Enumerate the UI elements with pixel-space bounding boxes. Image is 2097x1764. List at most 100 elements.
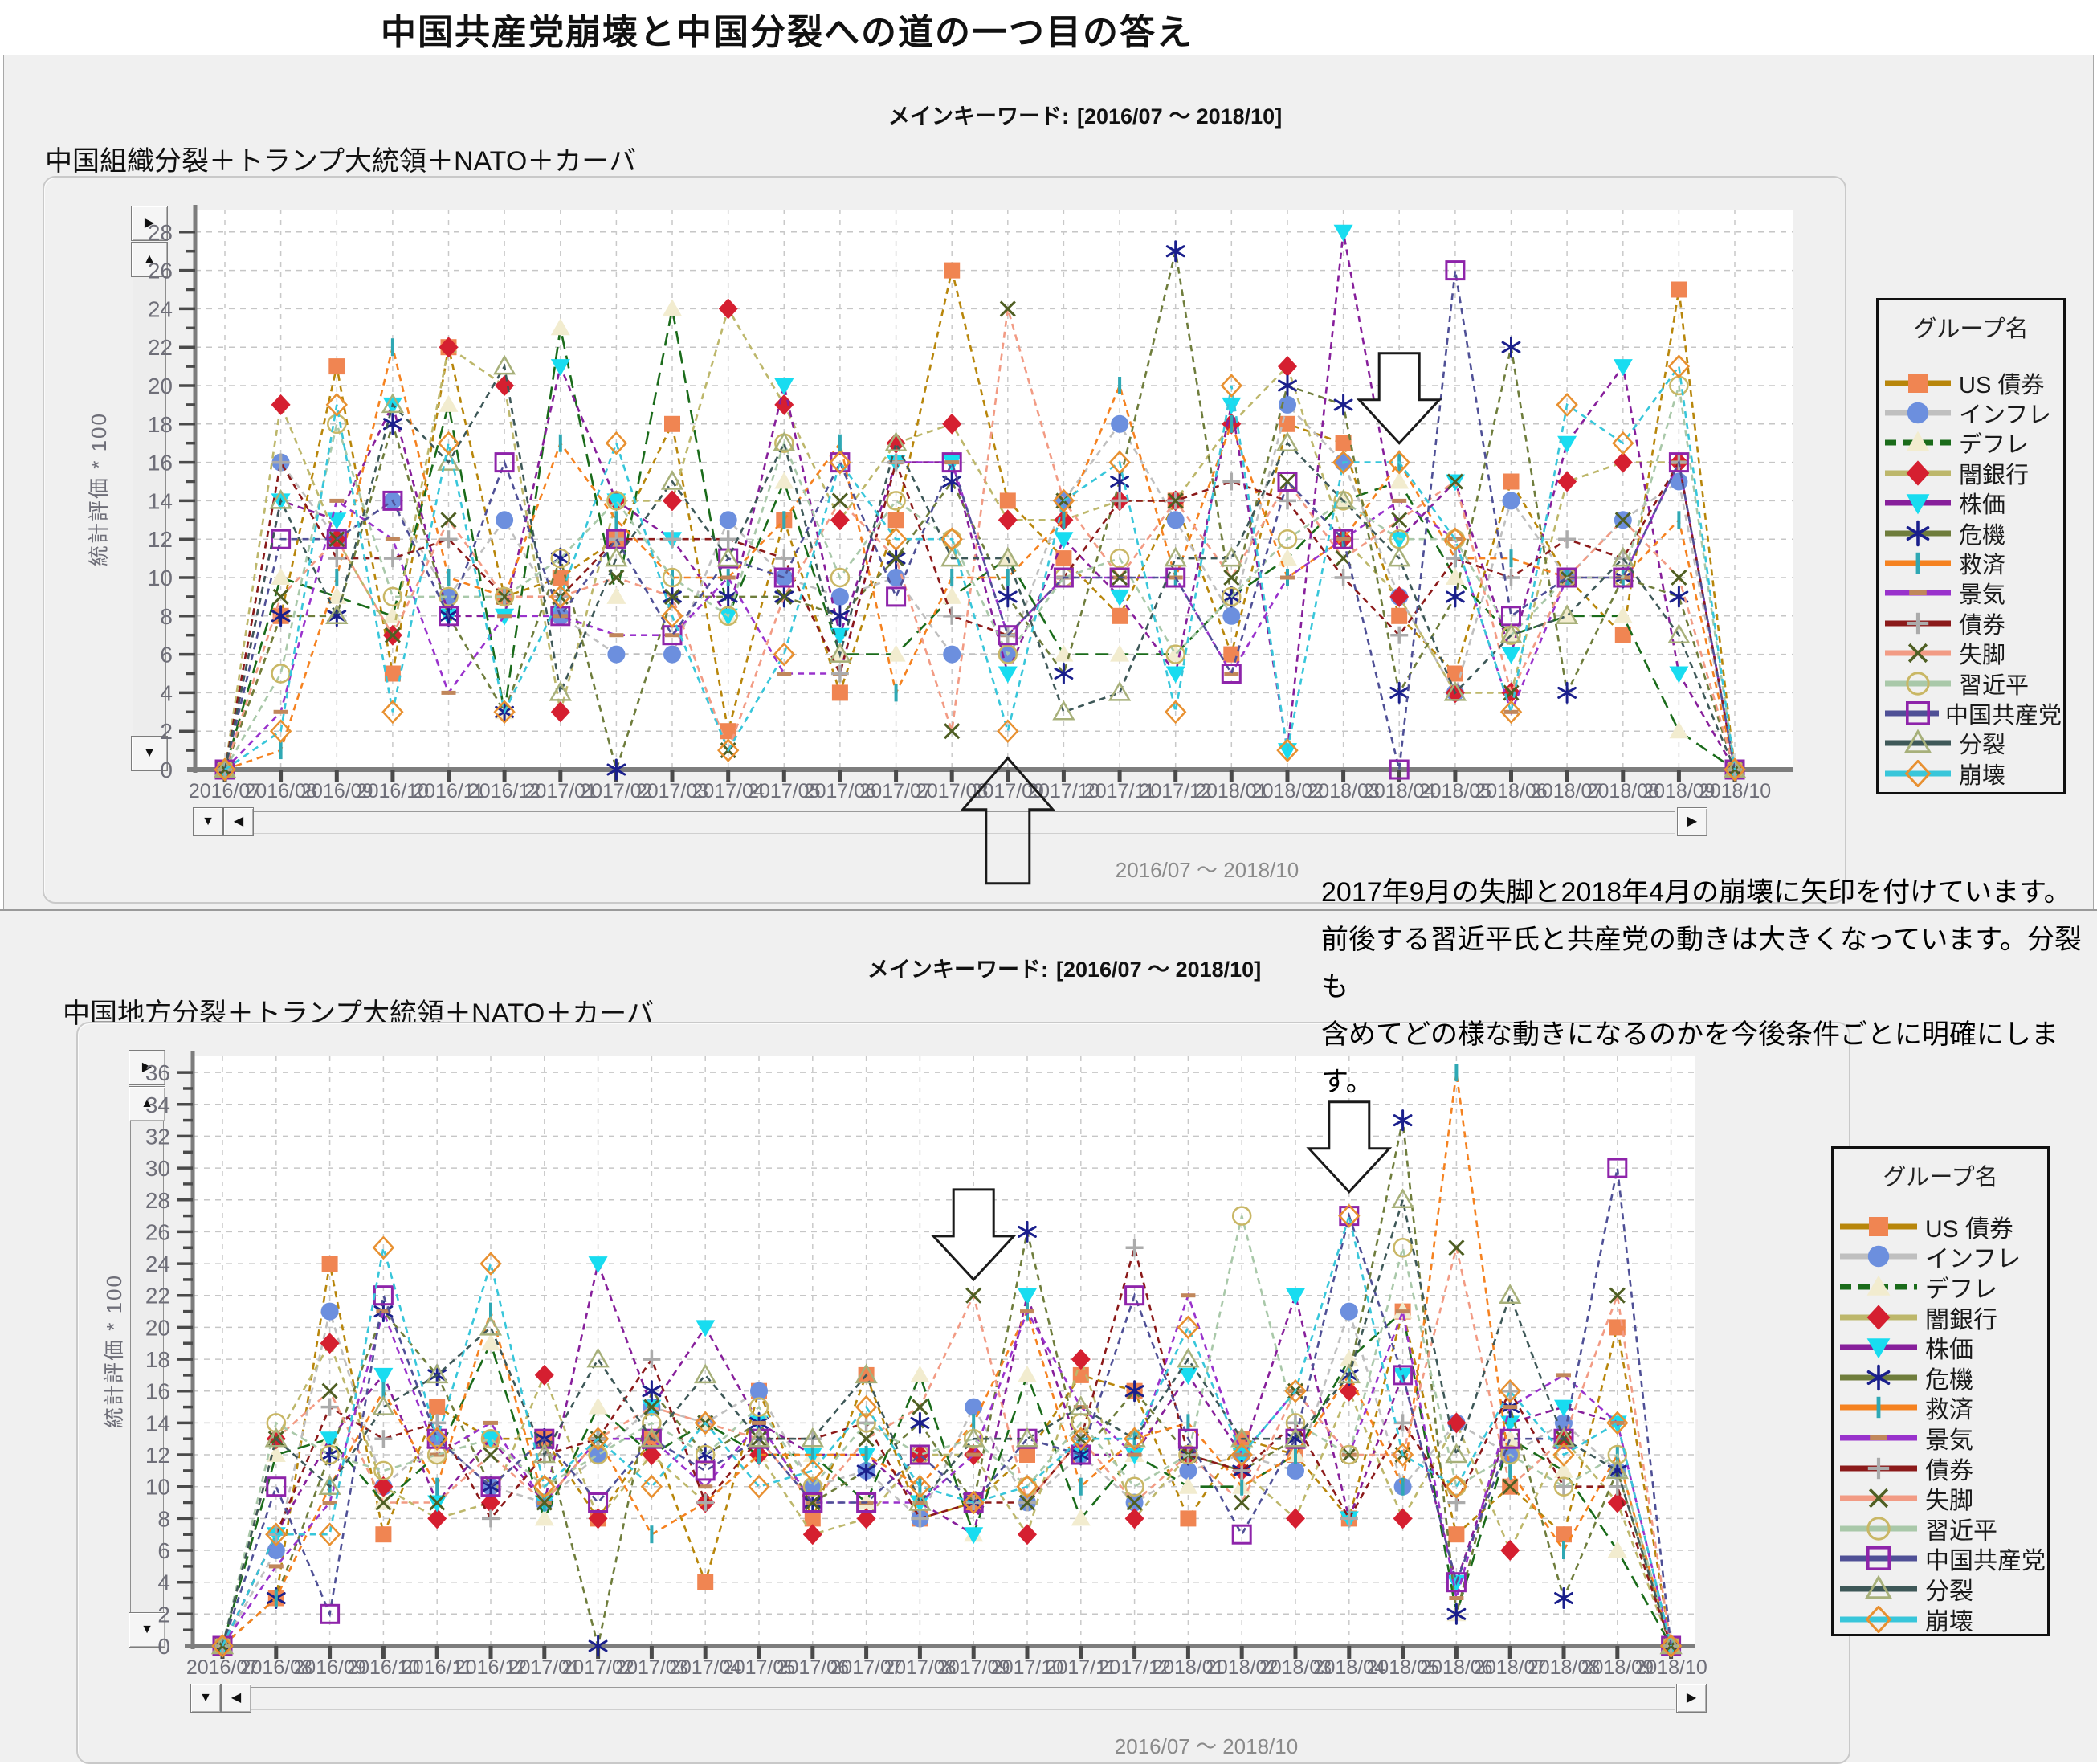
legend-label: 債券 [1959,612,2006,639]
svg-text:2017/10: 2017/10 [991,1656,1063,1679]
legend-sample-economy [1885,590,1951,596]
scroll-right-button[interactable]: ▶ [1677,807,1707,836]
y-axis-title: 統計評価 * 100 [102,1274,126,1428]
vertical-scrollbar-track[interactable] [133,276,166,737]
svg-text:2017/02: 2017/02 [561,1656,634,1679]
legend-label: 崩壊 [1925,1608,1973,1635]
legend-label: US 債券 [1959,372,2045,398]
legend-sample-split [1840,1574,1917,1599]
vertical-scrollbar-track[interactable] [130,1120,164,1614]
legend-item-split: 分裂 [1883,729,2062,758]
legend-item-crisis: 危機 [1838,1362,2046,1394]
svg-text:2017/08: 2017/08 [883,1656,956,1679]
svg-text:2016/11: 2016/11 [413,780,484,802]
legend-label: 崩壊 [1959,762,2006,789]
legend-item-shadow-bank: 闇銀行 [1838,1302,2046,1333]
svg-text:2018/06: 2018/06 [1475,780,1547,802]
keyword-label: メインキーワード: [888,104,1069,129]
legend-sample-bailout [1885,552,1951,574]
legend-item-crisis: 危機 [1883,518,2062,549]
annotation-text: 2017年9月の失脚と2018年4月の崩壊に矢印を付けています。 前後する習近平… [1321,869,2096,1106]
series-economy [218,459,1742,772]
legend-sample-xi-jinping [1840,1517,1917,1541]
legend-top: グループ名 US 債券 インフレ デフレ 闇銀行 株価 危機 救済 景気 債券 失脚 習近平 中国共産党… [1876,298,2066,794]
series-shadow-bank [213,1333,1681,1656]
legend-item-collapse: 崩壊 [1838,1604,2046,1635]
legend-label: 闇銀行 [1959,462,2030,488]
series-us-bond [214,1256,1679,1654]
legend-label: 失脚 [1925,1488,1973,1515]
series-shadow-bank [215,298,1744,780]
scroll-right-button[interactable]: ▶ [1676,1684,1707,1713]
svg-text:2017/12: 2017/12 [1098,1656,1170,1679]
horizontal-scrollbar-track[interactable] [251,1687,1675,1710]
legend-label: 救済 [1925,1397,1973,1424]
legend-item-deflation: デフレ [1883,428,2062,458]
arrow-down-marker [1356,352,1442,445]
chart-area-top: ▶ ▲ ▼ ▼ ◀ ▶ 2016/07 ～ 2018/10 統計評価 * 100 0 2 4 6 8 10… [43,176,1846,904]
svg-text:2017/09: 2017/09 [972,780,1044,802]
legend-label: US 債券 [1925,1215,2014,1243]
svg-text:2018/01: 2018/01 [1152,1656,1224,1679]
svg-text:2017/03: 2017/03 [615,1656,687,1679]
svg-text:2016/09: 2016/09 [300,780,373,802]
svg-text:2017/12: 2017/12 [1140,780,1212,802]
scroll-left-button[interactable]: ◀ [221,1684,251,1713]
svg-text:2017/10: 2017/10 [1027,780,1099,802]
svg-text:2017/02: 2017/02 [580,780,652,802]
svg-text:2018/03: 2018/03 [1307,780,1379,802]
series-bond [216,453,1744,778]
legend-sample-crisis [1840,1364,1917,1390]
svg-text:2018/04: 2018/04 [1363,780,1435,802]
legend-item-split: 分裂 [1838,1574,2046,1605]
svg-text:2018/02: 2018/02 [1251,780,1324,802]
legend-sample-downfall [1840,1488,1917,1509]
scroll-expand-button[interactable]: ▼ [190,1684,221,1713]
svg-text:2017/07: 2017/07 [859,780,932,802]
scroll-down-button[interactable]: ▼ [129,1612,165,1648]
svg-text:2018/09: 2018/09 [1642,780,1715,802]
svg-text:2018/10: 2018/10 [1634,1656,1707,1679]
pan-right-button[interactable]: ▶ [129,1050,165,1085]
legend-sample-inflation [1840,1246,1917,1268]
horizontal-scrollbar-track[interactable] [254,811,1675,834]
series-deflation [215,299,1744,777]
x-range-label: 2016/07 ～ 2018/10 [1115,858,1299,882]
svg-text:2016/12: 2016/12 [468,780,541,802]
arrow-down-marker [1306,1100,1393,1194]
series-collapse [214,354,1746,782]
svg-text:2018/10: 2018/10 [1699,780,1771,802]
scroll-up-button[interactable]: ▲ [131,242,168,277]
legend-sample-inflation [1885,402,1951,424]
bottom-chart-plot: 0246810121416182022242628303234362016/07… [145,1051,1707,1679]
legend-label: インフレ [1925,1246,2022,1273]
legend-item-downfall: 失脚 [1838,1483,2046,1515]
legend-label: 債券 [1925,1457,1973,1484]
legend-label: 分裂 [1925,1578,1973,1605]
legend-label: インフレ [1959,402,2052,429]
legend-item-ccp: 中国共産党 [1883,698,2062,729]
y-axis-title: 統計評価 * 100 [87,412,111,566]
svg-text:2018/08: 2018/08 [1587,780,1659,802]
series-economy [215,1292,1679,1648]
legend-item-stock-price: 株価 [1883,488,2062,518]
pan-right-button[interactable]: ▶ [131,206,168,241]
scroll-left-button[interactable]: ◀ [223,807,254,836]
arrow-down-marker [930,1188,1017,1282]
svg-text:2018/08: 2018/08 [1528,1656,1600,1679]
svg-text:2017/07: 2017/07 [830,1656,902,1679]
legend-sample-crisis [1885,520,1951,546]
svg-text:2018/09: 2018/09 [1581,1656,1654,1679]
legend-sample-collapse [1885,759,1951,787]
series-inflation [216,395,1744,778]
legend-item-inflation: インフレ [1838,1242,2046,1272]
scroll-down-button[interactable]: ▼ [131,736,168,771]
svg-text:2017/03: 2017/03 [636,780,708,802]
scroll-up-button[interactable]: ▲ [129,1086,165,1121]
series-deflation [213,1301,1681,1653]
svg-text:2018/01: 2018/01 [1195,780,1267,802]
svg-text:2017/04: 2017/04 [692,780,765,802]
scroll-expand-button[interactable]: ▼ [193,807,223,836]
series-stock-price [213,1256,1681,1656]
legend-sample-economy [1840,1435,1917,1441]
